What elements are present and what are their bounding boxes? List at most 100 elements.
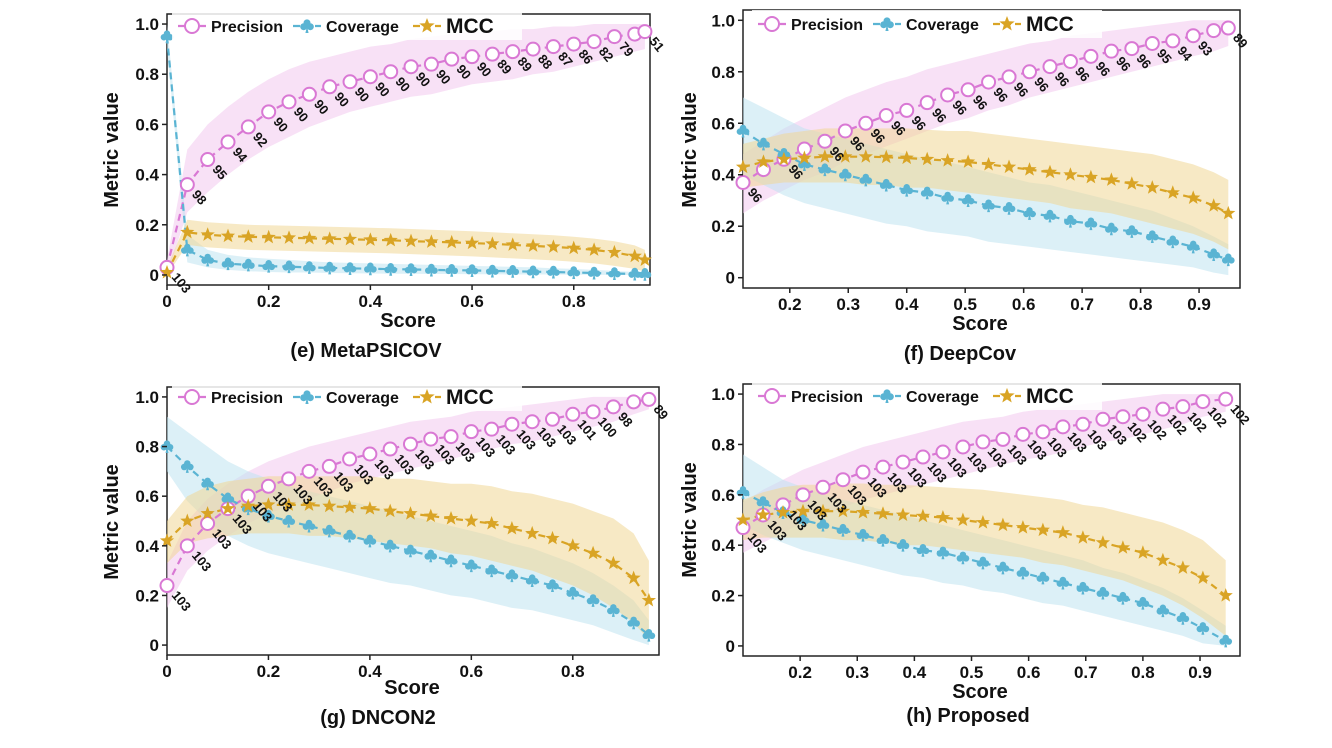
x-tick-label: 0.8 [1129, 295, 1153, 314]
club-lobe [608, 270, 615, 278]
precision-marker [505, 44, 521, 60]
mcc-marker [1015, 520, 1030, 534]
coverage-marker [1002, 202, 1016, 215]
club-lobe [1036, 575, 1044, 582]
precision-marker [735, 174, 751, 190]
mcc-marker [587, 242, 602, 256]
club-lobe [818, 166, 826, 174]
club-lobe [322, 528, 330, 535]
series-markers [159, 391, 657, 642]
mcc-marker [626, 570, 641, 585]
club-stem [961, 557, 965, 565]
club-lobe [465, 267, 473, 275]
club-lobe [1186, 244, 1194, 251]
club-lobe [1131, 228, 1139, 236]
club-lobe [802, 517, 810, 524]
club-lobe [627, 620, 634, 627]
panel-caption: (f) DeepCov [904, 343, 1017, 365]
precision-marker [606, 29, 622, 45]
precision-band [743, 20, 1229, 214]
coverage-marker [546, 579, 559, 593]
coverage-marker [628, 267, 642, 281]
coverage-marker [404, 263, 418, 276]
club-stem [591, 600, 595, 607]
y-axis-title: Metric value [101, 92, 123, 208]
club-lobe [1102, 590, 1110, 597]
club-lobe [532, 577, 539, 585]
club-lobe [845, 172, 852, 179]
precision-marker [1220, 20, 1236, 36]
mcc-marker [1165, 185, 1180, 199]
coverage-marker [1105, 222, 1118, 236]
club-lobe [1023, 210, 1030, 218]
mcc-marker [200, 227, 215, 241]
mcc-band [743, 483, 1226, 636]
y-tick-label: 0.4 [711, 536, 735, 555]
y-tick-label: 0.6 [711, 486, 735, 505]
series-markers [735, 391, 1234, 648]
mcc-marker [586, 545, 601, 560]
club-lobe [300, 394, 308, 402]
club-lobe [207, 257, 215, 264]
mcc-marker [200, 506, 215, 520]
club-lobe [1084, 221, 1092, 228]
precision-marker [444, 51, 460, 67]
coverage-marker [796, 513, 810, 527]
coverage-marker [384, 263, 398, 276]
precision-marker [995, 431, 1011, 447]
coverage-marker [242, 258, 255, 272]
club-stem [246, 264, 250, 272]
mcc-marker [342, 499, 357, 514]
club-lobe [1002, 565, 1010, 572]
coverage-marker [282, 260, 296, 274]
x-tick-label: 0.4 [903, 663, 927, 682]
club-lobe [201, 257, 208, 264]
mcc-marker [795, 503, 811, 518]
mcc-marker [797, 150, 812, 165]
coverage-marker [201, 253, 215, 267]
panel-caption: (e) MetaPSICOV [290, 340, 442, 362]
precision-marker [899, 102, 915, 118]
club-stem [1109, 228, 1113, 236]
mcc-marker [363, 232, 378, 246]
club-lobe [1122, 595, 1130, 602]
precision-marker [504, 416, 520, 432]
club-stem [551, 271, 555, 279]
club-lobe [343, 533, 350, 540]
club-lobe [572, 590, 580, 597]
coverage-marker [425, 263, 438, 277]
club-lobe [187, 247, 194, 254]
club-lobe [1196, 625, 1204, 633]
precision-marker [200, 152, 216, 168]
mcc-marker [464, 513, 479, 527]
club-stem [864, 179, 868, 187]
coverage-marker [486, 264, 499, 278]
x-tick-label: 0.6 [1017, 663, 1041, 682]
club-lobe [947, 195, 954, 202]
club-lobe [1182, 615, 1190, 623]
x-tick-label: 0.6 [1012, 295, 1036, 314]
club-lobe [445, 267, 452, 275]
mcc-marker [545, 530, 560, 545]
x-tick-label: 0.9 [1188, 663, 1212, 682]
club-stem [1226, 259, 1230, 267]
club-stem [1150, 236, 1154, 244]
x-tick-label: 0.7 [1074, 663, 1098, 682]
coverage-marker [608, 267, 621, 280]
coverage-marker [956, 551, 970, 565]
y-tick-label: 0.6 [135, 487, 159, 506]
club-lobe [838, 172, 846, 179]
club-lobe [796, 517, 804, 524]
club-stem [571, 592, 575, 600]
club-stem [1171, 241, 1175, 249]
mcc-marker [485, 236, 500, 250]
precision-marker [261, 104, 277, 120]
y-tick-label: 0.2 [711, 217, 735, 236]
club-lobe [349, 533, 356, 540]
club-stem [490, 270, 494, 278]
mcc-marker [281, 230, 297, 244]
club-lobe [306, 394, 314, 402]
series-markers [735, 20, 1236, 267]
club-lobe [1145, 233, 1153, 241]
